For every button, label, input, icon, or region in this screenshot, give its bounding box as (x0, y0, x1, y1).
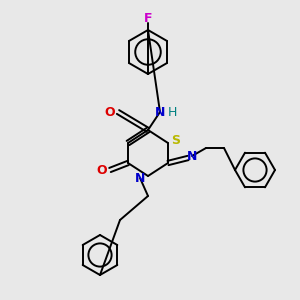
Text: H: H (167, 106, 177, 118)
Text: S: S (172, 134, 181, 148)
Text: F: F (144, 11, 152, 25)
Text: N: N (135, 172, 145, 184)
Text: N: N (155, 106, 165, 118)
Text: O: O (105, 106, 115, 118)
Text: N: N (187, 149, 197, 163)
Text: O: O (97, 164, 107, 176)
